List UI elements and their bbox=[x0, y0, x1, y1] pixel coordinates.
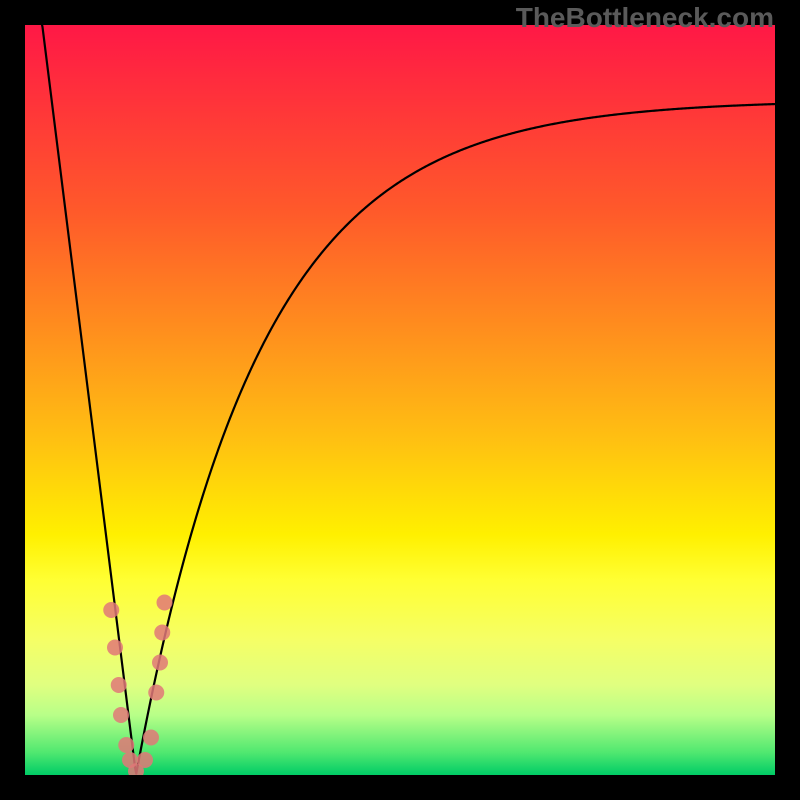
gradient-background bbox=[25, 25, 775, 775]
chart-container: TheBottleneck.com bbox=[0, 0, 800, 800]
marker-point bbox=[103, 602, 119, 618]
marker-point bbox=[113, 707, 129, 723]
marker-point bbox=[118, 737, 134, 753]
marker-point bbox=[157, 595, 173, 611]
watermark-text: TheBottleneck.com bbox=[516, 2, 774, 34]
marker-point bbox=[148, 685, 164, 701]
marker-point bbox=[143, 730, 159, 746]
marker-point bbox=[107, 640, 123, 656]
marker-point bbox=[137, 752, 153, 768]
plot-area bbox=[25, 25, 775, 775]
marker-point bbox=[152, 655, 168, 671]
chart-svg bbox=[25, 25, 775, 775]
marker-point bbox=[154, 625, 170, 641]
marker-point bbox=[111, 677, 127, 693]
